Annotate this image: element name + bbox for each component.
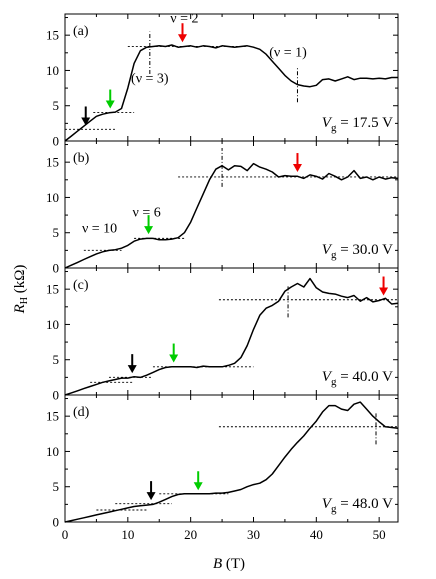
arrow-head	[292, 164, 302, 173]
gate-voltage-subscript: g	[331, 503, 337, 515]
gate-voltage-subscript: g	[331, 249, 337, 261]
x-axis-title-symbol: B	[213, 556, 222, 572]
arrow-marker	[146, 481, 156, 501]
rh-curve	[64, 44, 398, 142]
panel-a: 0 5 10 15 (a) ν = 2 (ν = 3) (ν = 1) Vg = 17.5 V	[46, 11, 399, 149]
gate-voltage-symbol: V	[322, 242, 333, 258]
y-tick-label: 5	[53, 479, 60, 494]
y-tick-label: 15	[46, 28, 59, 43]
rh-curve	[64, 277, 399, 396]
arrow-marker	[379, 276, 389, 296]
x-tick-label: 40	[310, 527, 323, 542]
gate-voltage-subscript: g	[331, 376, 337, 388]
gate-voltage-value: = 17.5 V	[336, 115, 393, 131]
panel-label: (c)	[73, 278, 89, 293]
gate-voltage-symbol: V	[322, 369, 333, 385]
rh-curve	[64, 401, 399, 523]
arrow-head	[105, 100, 115, 109]
y-tick-label: 5	[53, 225, 60, 240]
arrow-head	[81, 117, 91, 126]
panel-frame	[64, 394, 399, 523]
annotation: (ν = 1)	[269, 45, 307, 60]
panel-c: 0 5 10 15 (c) Vg = 40.0 V	[46, 267, 399, 403]
y-axis-title-unit: (kΩ)	[12, 265, 28, 297]
gate-voltage-value: = 48.0 V	[336, 496, 393, 512]
panel-b: 0 5 10 15 (b) ν = 10 ν = 6 Vg = 30.0 V	[46, 140, 399, 276]
annotation: ν = 10	[82, 222, 117, 237]
gate-voltage-label: Vg = 48.0 V	[322, 496, 393, 515]
gate-voltage-label: Vg = 30.0 V	[322, 242, 393, 261]
arrow-marker	[105, 89, 115, 109]
arrow-marker	[127, 354, 137, 374]
panel-d: 0 5 10 15 (d) Vg = 48.0 V	[46, 394, 399, 530]
arrow-head	[127, 365, 137, 374]
y-tick-label: 10	[46, 317, 59, 332]
arrow-head	[177, 34, 187, 43]
annotation: ν = 6	[133, 205, 161, 220]
annotation: ν = 2	[170, 11, 198, 26]
arrow-marker	[81, 106, 91, 126]
x-axis-title: B (T)	[213, 556, 245, 572]
gate-voltage-label: Vg = 17.5 V	[322, 115, 393, 134]
y-axis-title-subscript: H	[19, 297, 30, 304]
arrow-head	[144, 226, 154, 235]
y-tick-label: 5	[53, 98, 60, 113]
gate-voltage-label: Vg = 40.0 V	[322, 369, 393, 388]
y-tick-label: 0	[53, 388, 60, 403]
arrow-head	[379, 287, 389, 296]
y-tick-label: 15	[46, 409, 59, 424]
gate-voltage-symbol: V	[322, 496, 333, 512]
x-tick-label: 10	[121, 527, 134, 542]
panel-label: (a)	[73, 24, 89, 39]
annotation: (ν = 3)	[131, 71, 169, 86]
y-axis-title: RH (kΩ)	[12, 265, 30, 315]
arrow-marker	[169, 343, 179, 363]
gate-voltage-value: = 30.0 V	[336, 242, 393, 258]
gate-voltage-symbol: V	[322, 115, 333, 131]
y-tick-label: 10	[46, 190, 59, 205]
arrow-head	[146, 492, 156, 501]
gate-voltage-value: = 40.0 V	[336, 369, 393, 385]
rh-curve	[64, 162, 399, 269]
gate-voltage-subscript: g	[331, 122, 337, 134]
arrow-marker	[292, 153, 302, 173]
x-axis: 0 10 20 30 40 50	[62, 527, 386, 542]
arrow-head	[169, 354, 179, 363]
y-tick-label: 0	[53, 134, 60, 149]
panel-label: (d)	[73, 405, 90, 420]
x-tick-label: 30	[247, 527, 260, 542]
x-axis-title-unit: (T)	[222, 556, 245, 572]
arrow-marker	[193, 471, 203, 491]
arrow-marker	[144, 215, 154, 235]
y-tick-label: 0	[53, 261, 60, 276]
y-tick-label: 0	[53, 515, 60, 530]
x-tick-label: 0	[62, 527, 69, 542]
x-tick-label: 20	[184, 527, 197, 542]
arrow-head	[193, 482, 203, 491]
y-tick-label: 15	[46, 282, 59, 297]
x-tick-label: 50	[373, 527, 386, 542]
arrow-marker	[177, 23, 187, 43]
y-tick-label: 15	[46, 155, 59, 170]
y-tick-label: 5	[53, 352, 60, 367]
y-tick-label: 10	[46, 444, 59, 459]
y-axis-title-symbol: R	[12, 304, 28, 314]
panel-label: (b)	[73, 151, 90, 166]
y-tick-label: 10	[46, 63, 59, 78]
